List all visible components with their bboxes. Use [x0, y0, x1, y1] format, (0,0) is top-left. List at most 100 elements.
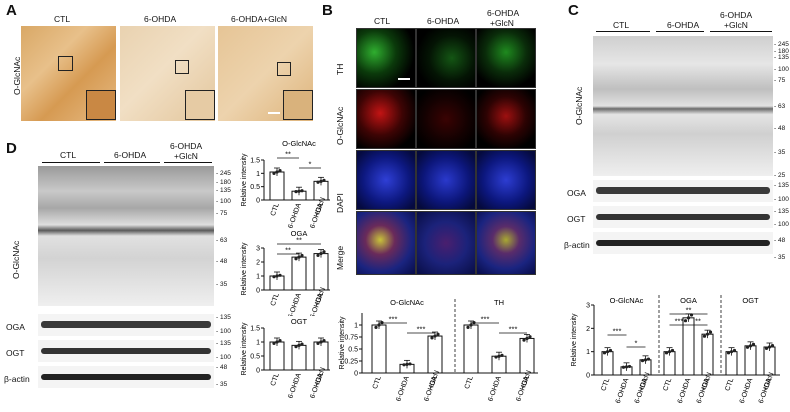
data-point	[702, 334, 707, 338]
c-actin-band	[596, 240, 770, 246]
sig-label: **	[296, 236, 302, 245]
c-glcn-l2: +GlcN	[724, 20, 748, 30]
data-point	[272, 275, 276, 279]
b-merge-label: Merge	[335, 245, 345, 270]
mw-marker: - 48	[216, 258, 228, 265]
bar	[313, 253, 329, 291]
dapi-ohda-image	[416, 150, 476, 210]
data-point	[300, 253, 304, 258]
y-tick-label: 0	[354, 371, 358, 378]
data-point	[402, 363, 406, 367]
tick-label: CTL	[464, 375, 475, 390]
panel-c-label: C	[568, 2, 579, 19]
roi-box	[175, 60, 189, 74]
oglcnac-glcn-image	[476, 89, 536, 149]
tick-label: 6-OHDA	[287, 202, 303, 228]
tick-label: CTL	[270, 202, 281, 217]
mw-marker: - 180	[216, 179, 231, 186]
sig-label: **	[695, 317, 701, 326]
y-axis-label: Relative intensity	[571, 313, 578, 366]
chart-d2: 0 1 2 3 Relative intensity CTL 6-OHDA 6-OHDA+Gl…	[241, 229, 330, 316]
data-point	[278, 273, 282, 277]
b-glcn-l2: +GlcN	[490, 18, 514, 28]
sig-label: **	[686, 306, 692, 315]
data-point	[316, 253, 320, 258]
b-dapi-label: DAPI	[335, 193, 345, 213]
data-point	[275, 340, 279, 344]
mw-marker: - 180	[774, 48, 789, 55]
d-glcn-l1: 6-OHDA	[170, 141, 203, 151]
data-point	[322, 178, 326, 182]
data-point	[528, 335, 532, 339]
d-ogt-label: OGT	[6, 348, 25, 358]
data-point	[683, 319, 688, 323]
d-actin-band	[41, 374, 211, 380]
data-point	[300, 189, 304, 193]
data-point	[646, 357, 651, 361]
data-point	[272, 171, 276, 175]
data-point	[374, 325, 378, 329]
data-point	[408, 362, 412, 366]
tick-label: 6-OHDA	[677, 377, 693, 405]
c-glcn-l1: 6-OHDA	[720, 10, 753, 20]
y-tick-label: 0.5	[250, 184, 260, 191]
tick-label: 6-OHDA	[739, 377, 755, 405]
y-tick-label: 1	[586, 349, 590, 356]
sig-label: **	[285, 150, 291, 159]
c-oga-label: OGA	[567, 188, 586, 198]
y-tick-label: 0	[256, 368, 260, 375]
data-point	[729, 350, 734, 354]
panel-b-label: B	[322, 2, 333, 19]
sig-label: ***	[613, 327, 622, 336]
mw-marker: - 75	[216, 210, 228, 217]
mw-marker: - 100	[216, 198, 231, 205]
y-tick-label: 0	[586, 373, 590, 380]
sig-label: ***	[675, 317, 684, 326]
sig-label: **	[285, 246, 291, 255]
sig-label: *	[309, 160, 312, 169]
b-glcn-l1: 6-OHDA	[487, 8, 520, 18]
data-point	[297, 343, 301, 347]
data-point	[705, 332, 710, 336]
mw-marker: - 63	[216, 237, 228, 244]
tick-label: 6-OHDA	[287, 372, 303, 400]
data-point	[319, 179, 323, 183]
data-point	[643, 358, 648, 362]
chart-b: 0 0.25 0.5 0.75 1 Relative intensity CTL 6-OHDA…	[339, 298, 538, 403]
data-point	[621, 365, 626, 369]
c-ogt-band	[596, 214, 770, 220]
data-point	[275, 170, 279, 174]
data-point	[624, 365, 629, 369]
data-point	[322, 339, 326, 343]
y-tick-label: 1	[354, 323, 358, 330]
merge-ctl-image	[356, 211, 416, 275]
data-point	[608, 348, 613, 353]
d-oga-label: OGA	[6, 322, 25, 332]
bar	[682, 317, 695, 376]
tick-label: 6-OHDA+GlcN	[515, 370, 533, 403]
y-tick-label: 0.5	[348, 347, 358, 354]
data-point	[297, 189, 301, 193]
d-ogt-band	[41, 348, 211, 354]
merge-ohda-image	[416, 211, 476, 275]
tick-label: 6-OHDA	[287, 292, 303, 316]
mw-marker: - 100	[216, 354, 231, 361]
data-point	[764, 346, 769, 350]
y-tick-label: 2	[586, 326, 590, 333]
data-point	[433, 334, 437, 338]
data-point	[278, 339, 282, 343]
data-point	[627, 364, 632, 369]
mw-marker: - 135	[216, 314, 231, 321]
a-ohda-label: 6-OHDA	[144, 14, 177, 24]
c-ctl-label: CTL	[613, 20, 630, 30]
c-ctl-line	[596, 31, 650, 32]
data-point	[272, 341, 276, 345]
mw-marker: - 135	[216, 340, 231, 347]
bar	[763, 346, 776, 376]
y-axis-label: Relative intensity	[241, 322, 248, 375]
data-point	[602, 351, 607, 355]
mw-marker: - 35	[774, 254, 786, 261]
bar	[313, 341, 329, 371]
data-point	[751, 342, 756, 346]
tick-label: CTL	[372, 375, 383, 390]
